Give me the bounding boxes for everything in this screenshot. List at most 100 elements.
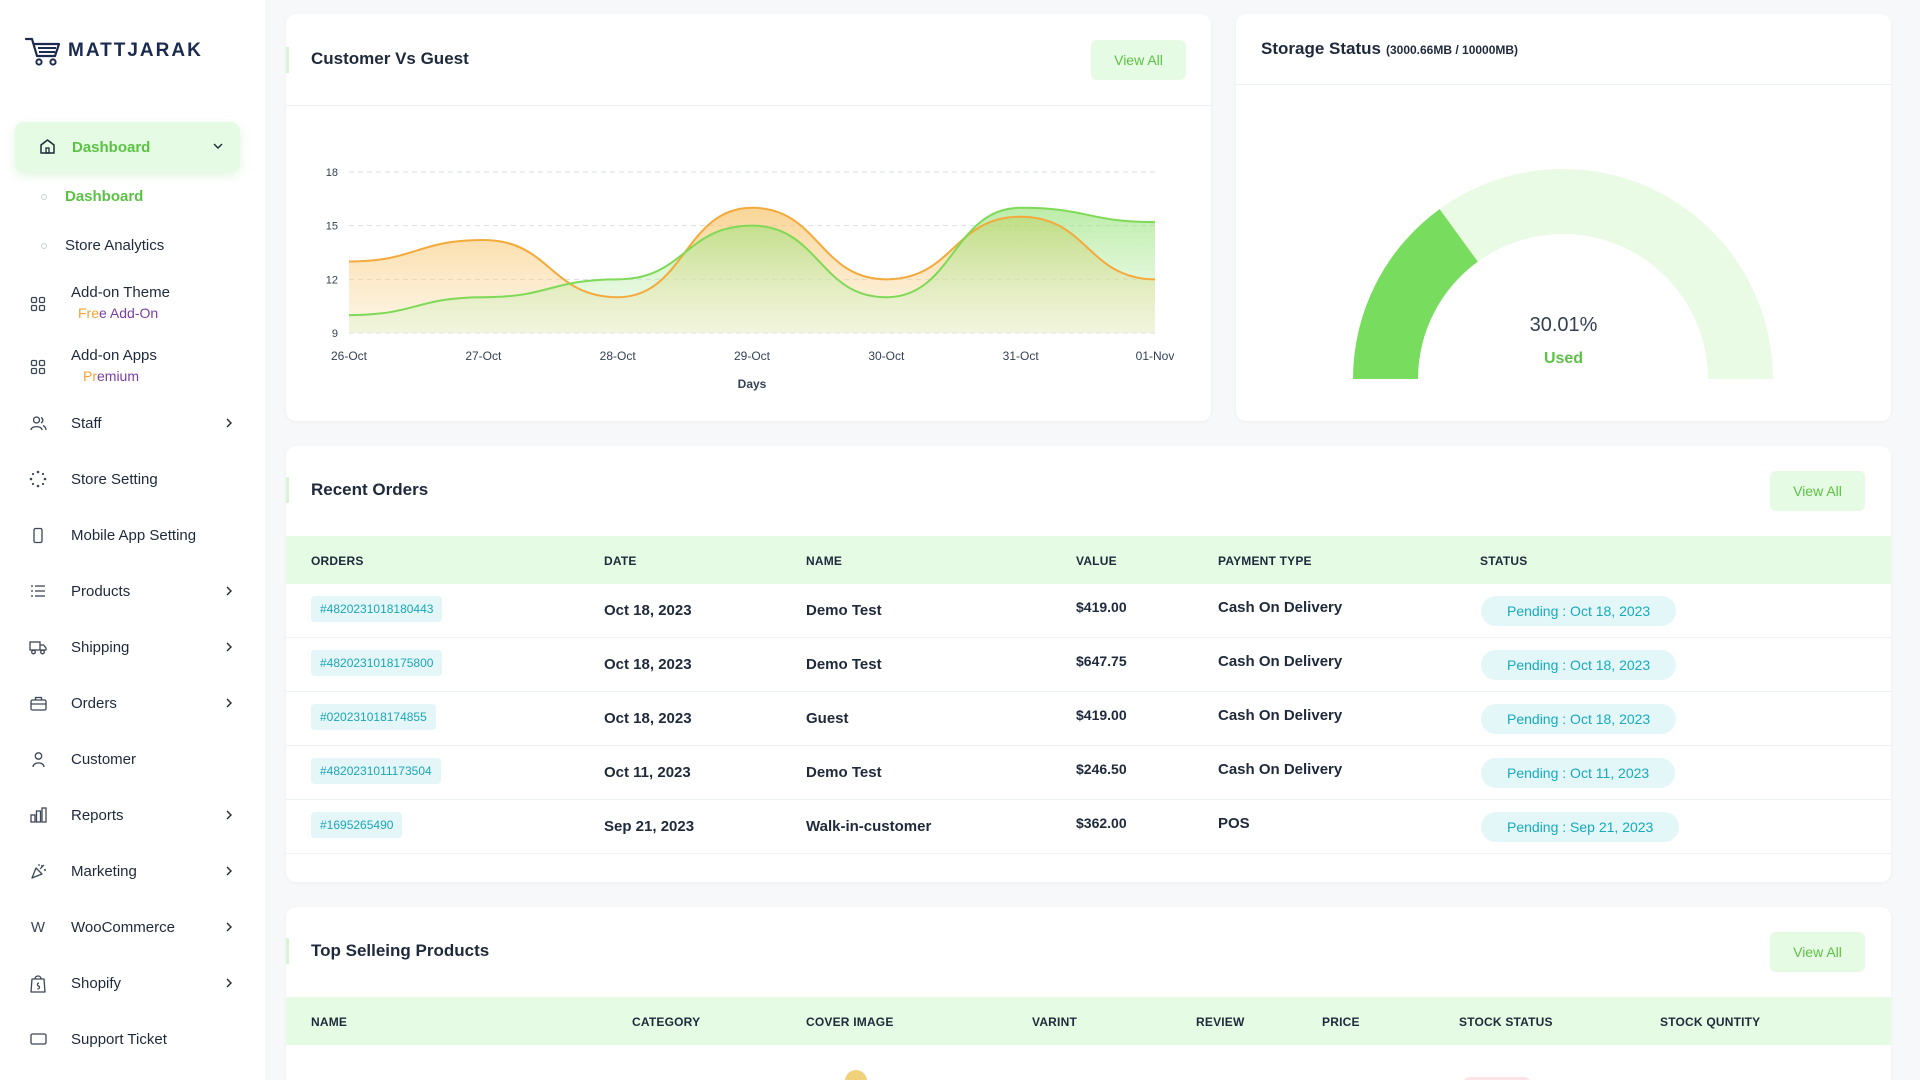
nav-staff[interactable]: Staff [29,414,235,432]
chevron-down-icon [212,139,224,157]
order-value: $419.00 [1076,599,1127,615]
col-value: VALUE [1076,554,1117,568]
order-date: Oct 11, 2023 [604,764,691,781]
card-accent [286,938,289,964]
subnav-dashboard-label: Dashboard [65,188,144,205]
nav-products[interactable]: Products [29,582,235,600]
order-date: Oct 18, 2023 [604,656,692,673]
chevron-right-icon [223,920,235,937]
order-date: Sep 21, 2023 [604,818,695,835]
nav-reports[interactable]: Reports [29,806,235,824]
nav-store-setting[interactable]: Store Setting [29,470,235,488]
nav-mobile-app-setting-label: Mobile App Setting [71,526,197,544]
customer-vs-guest-view-all-button[interactable]: View All [1091,40,1186,80]
nav-orders[interactable]: Orders [29,694,235,712]
series-1-line [348,206,1156,299]
nav-support-ticket-label: Support Ticket [71,1030,167,1048]
chevron-right-icon [223,416,235,433]
y-tick-label: 18 [326,167,338,179]
order-name: Guest [806,710,849,727]
nav-store-setting-label: Store Setting [71,470,158,488]
nav-marketing[interactable]: Marketing [29,862,235,880]
nav-shipping-label: Shipping [71,638,130,656]
table-row[interactable]: #4820231011173504 Oct 11, 2023 Demo Test… [286,746,1891,800]
chevron-right-icon [223,696,235,713]
nav-addon-theme-label: Add-on Theme [71,284,170,301]
x-tick-label: 27-Oct [465,349,502,363]
nav-marketing-label: Marketing [71,862,137,880]
nav-addon-apps[interactable]: Add-on Apps Premium [29,346,235,387]
col-name: NAME [806,554,843,568]
nav-orders-label: Orders [71,694,117,712]
order-payment: Cash On Delivery [1218,653,1343,670]
stock-status-badge [1463,1077,1531,1080]
users-icon [29,414,47,432]
col-stock-status: STOCK STATUS [1459,1015,1553,1029]
grid-icon [29,358,47,376]
top-products-card: Top Selleing Products View All NAME CATE… [286,907,1891,1080]
confetti-icon [29,862,47,880]
order-name: Demo Test [806,602,882,619]
nav-dashboard[interactable]: Dashboard [15,122,240,172]
nav-reports-label: Reports [71,806,124,824]
storage-gauge [1353,169,1773,379]
order-name: Demo Test [806,764,882,781]
brand-logo[interactable]: MATTJARAK [24,34,203,68]
col-payment-type: PAYMENT TYPE [1218,554,1312,568]
card-divider [286,105,1211,106]
nav-support-ticket[interactable]: Support Ticket [29,1030,235,1048]
table-row[interactable]: #4820231018180443 Oct 18, 2023 Demo Test… [286,584,1891,638]
y-tick-label: 15 [326,221,338,233]
status-badge: Pending : Oct 18, 2023 [1481,650,1677,680]
bullet-icon [41,193,47,200]
x-tick-label: 30-Oct [868,349,905,363]
status-badge: Pending : Oct 11, 2023 [1481,758,1676,788]
home-icon [39,138,56,160]
order-payment: Cash On Delivery [1218,599,1343,616]
table-row[interactable]: #020231018174855 Oct 18, 2023 Guest $419… [286,692,1891,746]
order-id-link[interactable]: #1695265490 [311,812,403,838]
nav-products-label: Products [71,582,131,600]
table-row[interactable]: #4820231018175800 Oct 18, 2023 Demo Test… [286,638,1891,692]
free-addon-tag: Free Add-On [78,305,158,321]
subnav-dashboard[interactable]: Dashboard [41,188,143,205]
customer-vs-guest-title: Customer Vs Guest [311,49,469,68]
card-accent [286,47,289,73]
order-id-link[interactable]: #020231018174855 [311,704,436,730]
storage-detail: (3000.66MB / 10000MB) [1385,43,1519,57]
top-products-title: Top Selleing Products [311,941,490,960]
col-status: STATUS [1480,554,1528,568]
subnav-store-analytics-label: Store Analytics [65,237,165,254]
order-payment: Cash On Delivery [1218,761,1343,778]
order-id-link[interactable]: #4820231018180443 [311,596,443,622]
col-price: PRICE [1322,1015,1360,1029]
nav-woocommerce[interactable]: W WooCommerce [29,918,235,936]
x-tick-label: 01-Nov [1136,349,1175,363]
top-products-view-all-button[interactable]: View All [1770,932,1865,972]
col-category: CATEGORY [632,1015,701,1029]
cart-logo-icon [24,37,61,66]
status-badge: Pending : Sep 21, 2023 [1481,812,1680,842]
subnav-store-analytics[interactable]: Store Analytics [41,237,164,254]
order-id-link[interactable]: #4820231011173504 [311,758,441,784]
nav-customer[interactable]: Customer [29,750,235,768]
free-addon-part2: e Add-On [99,305,159,321]
nav-shipping[interactable]: Shipping [29,638,235,656]
recent-orders-view-all-button[interactable]: View All [1770,471,1865,511]
nav-addon-theme[interactable]: Add-on Theme Free Add-On [29,283,235,324]
nav-shopify[interactable]: Shopify [29,974,235,993]
nav-mobile-app-setting[interactable]: Mobile App Setting [29,526,235,544]
series-2-line [348,206,1156,317]
status-badge: Pending : Oct 18, 2023 [1481,704,1677,734]
loader-icon [29,470,47,488]
nav-addon-apps-text: Add-on Apps Premium [71,346,157,387]
woocommerce-icon: W [30,918,46,936]
order-value: $362.00 [1076,815,1127,831]
storage-status-card: Storage Status (3000.66MB / 10000MB) 30.… [1236,14,1891,421]
bar-chart-icon [29,806,47,824]
chevron-right-icon [223,976,235,993]
order-value: $419.00 [1076,707,1127,723]
order-id-link[interactable]: #4820231018175800 [311,650,443,676]
table-row[interactable]: #1695265490 Sep 21, 2023 Walk-in-custome… [286,800,1891,854]
storage-used-label: Used [1543,350,1584,367]
